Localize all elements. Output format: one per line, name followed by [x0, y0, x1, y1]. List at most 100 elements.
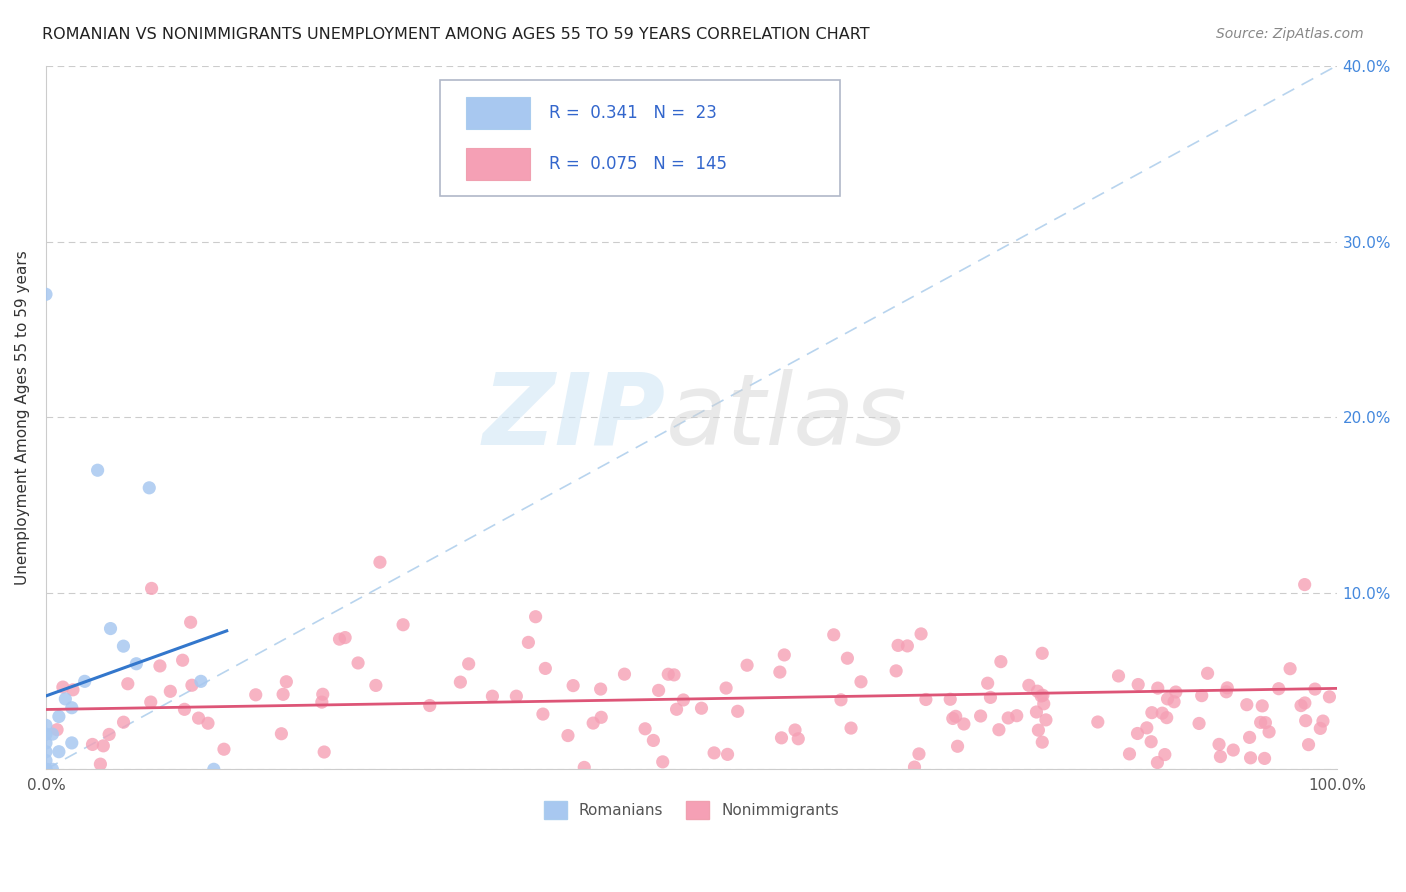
Point [41, 727, 63, 741]
Point [1152, 706, 1174, 721]
Point [770, 731, 793, 745]
Point [953, 717, 976, 731]
Point [276, 674, 298, 689]
Text: Source: ZipAtlas.com: Source: ZipAtlas.com [1216, 27, 1364, 41]
Point [91, 739, 114, 753]
Point [311, 695, 333, 709]
Point [187, 711, 209, 725]
Point [1279, 662, 1302, 676]
Point [839, 721, 862, 735]
Point [979, 690, 1001, 705]
Point [138, 481, 160, 495]
Point [1294, 577, 1316, 591]
Point [1216, 681, 1239, 695]
Point [89, 757, 111, 772]
Point [35, 762, 58, 776]
Point [1025, 705, 1047, 719]
Point [1289, 698, 1312, 713]
Point [574, 760, 596, 774]
Point [35, 736, 58, 750]
Point [1126, 726, 1149, 740]
Text: ROMANIAN VS NONIMMIGRANTS UNEMPLOYMENT AMONG AGES 55 TO 59 YEARS CORRELATION CHA: ROMANIAN VS NONIMMIGRANTS UNEMPLOYMENT A… [42, 27, 870, 42]
Y-axis label: Unemployment Among Ages 55 to 59 years: Unemployment Among Ages 55 to 59 years [15, 250, 30, 585]
Point [1153, 747, 1175, 762]
Text: R =  0.341   N =  23: R = 0.341 N = 23 [550, 104, 717, 122]
Point [672, 693, 695, 707]
Point [271, 687, 294, 701]
Point [1312, 714, 1334, 728]
Point [1209, 749, 1232, 764]
Point [1026, 684, 1049, 698]
Point [1156, 691, 1178, 706]
Point [1215, 685, 1237, 699]
Point [197, 716, 219, 731]
Point [112, 715, 135, 730]
Point [53, 692, 76, 706]
Point [202, 762, 225, 776]
Point [60, 736, 83, 750]
Point [910, 627, 932, 641]
Point [582, 716, 605, 731]
Point [1222, 743, 1244, 757]
Point [534, 661, 557, 675]
Point [903, 760, 925, 774]
Point [270, 727, 292, 741]
Point [665, 702, 688, 716]
Point [727, 704, 749, 718]
Point [125, 657, 148, 671]
Point [969, 709, 991, 723]
Point [887, 639, 910, 653]
Point [908, 747, 931, 761]
Point [1239, 731, 1261, 745]
Point [589, 681, 612, 696]
Point [481, 689, 503, 703]
Point [1294, 696, 1316, 710]
Text: atlas: atlas [665, 369, 907, 466]
Point [1140, 735, 1163, 749]
Point [939, 692, 962, 706]
FancyBboxPatch shape [465, 148, 530, 179]
Point [35, 762, 58, 776]
Point [1146, 681, 1168, 695]
Point [112, 639, 135, 653]
Point [149, 659, 172, 673]
Point [1188, 716, 1211, 731]
Legend: Romanians, Nonimmigrants: Romanians, Nonimmigrants [537, 795, 845, 825]
Point [1208, 738, 1230, 752]
Point [976, 676, 998, 690]
Point [945, 709, 967, 723]
Point [716, 747, 738, 762]
Point [997, 711, 1019, 725]
Point [896, 639, 918, 653]
Point [1253, 751, 1275, 765]
Point [1303, 682, 1326, 697]
Point [946, 739, 969, 754]
Point [180, 615, 202, 630]
Point [35, 727, 58, 741]
Point [517, 635, 540, 649]
Point [1146, 756, 1168, 770]
Point [1251, 698, 1274, 713]
Point [647, 683, 669, 698]
Point [1032, 688, 1054, 702]
Point [141, 582, 163, 596]
Point [449, 675, 471, 690]
Point [703, 746, 725, 760]
Point [1087, 714, 1109, 729]
Point [714, 681, 737, 695]
FancyBboxPatch shape [465, 97, 530, 129]
Point [1031, 646, 1053, 660]
Point [100, 622, 122, 636]
Point [1032, 697, 1054, 711]
Point [35, 754, 58, 768]
Point [314, 745, 336, 759]
Point [531, 707, 554, 722]
Point [651, 755, 673, 769]
Point [368, 555, 391, 569]
Point [557, 729, 579, 743]
Point [52, 680, 75, 694]
Point [591, 710, 613, 724]
Point [613, 667, 636, 681]
Point [35, 718, 58, 732]
Point [1018, 678, 1040, 692]
